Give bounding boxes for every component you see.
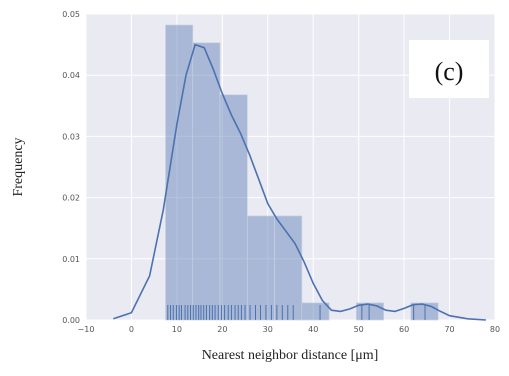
y-axis-label: Frequency — [11, 137, 26, 196]
x-tick-label: 70 — [444, 325, 454, 334]
kde-curve-group — [113, 43, 486, 321]
x-tick-label: 80 — [490, 325, 500, 334]
panel-label: (c) — [435, 57, 464, 86]
y-tick-label: 0.04 — [62, 71, 80, 80]
y-tick-labels: 0.00 0.01 0.02 0.03 0.04 0.05 — [62, 10, 80, 325]
histogram-bars — [165, 24, 439, 321]
histogram-bar — [274, 215, 303, 321]
x-tick-label: 10 — [172, 325, 182, 334]
histogram-bar — [192, 42, 221, 321]
x-tick-labels: −10 0 10 20 30 40 50 60 70 80 — [78, 325, 501, 334]
x-axis-label: Nearest neighbor distance [μm] — [202, 348, 379, 363]
y-tick-label: 0.00 — [62, 316, 80, 325]
x-tick-label: 60 — [399, 325, 409, 334]
x-tick-label: 40 — [308, 325, 318, 334]
rug-marks — [167, 305, 426, 320]
x-tick-label: −10 — [78, 325, 95, 334]
y-tick-label: 0.02 — [62, 194, 80, 203]
y-tick-label: 0.05 — [62, 10, 80, 19]
x-tick-label: 20 — [217, 325, 227, 334]
histogram-bar — [301, 302, 330, 321]
x-tick-label: 50 — [354, 325, 364, 334]
histogram-bar — [219, 94, 248, 321]
x-tick-label: 0 — [129, 325, 134, 334]
x-tick-label: 30 — [263, 325, 273, 334]
histogram-bar — [165, 24, 194, 321]
kde-curve — [113, 43, 486, 321]
y-tick-label: 0.01 — [62, 255, 80, 264]
panel-label-box — [409, 40, 489, 98]
histogram-bar — [246, 215, 275, 321]
y-tick-label: 0.03 — [62, 132, 80, 141]
histogram-bar — [356, 302, 385, 321]
